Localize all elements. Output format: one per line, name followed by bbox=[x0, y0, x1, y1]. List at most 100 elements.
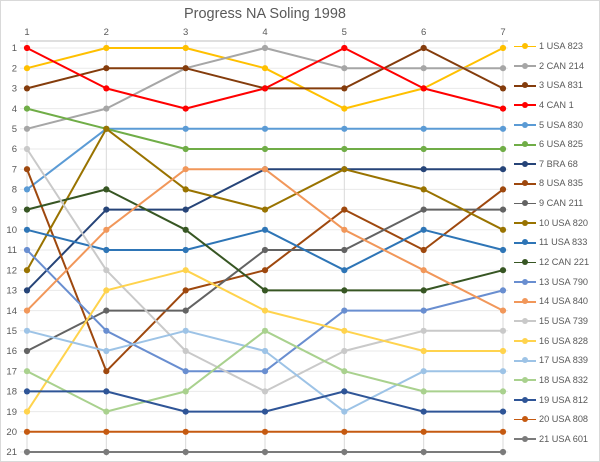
data-point-1-usa-823-race-1[interactable] bbox=[23, 65, 31, 72]
legend-item-10-usa-820[interactable]: 10 USA 820 bbox=[514, 218, 598, 228]
data-point-20-usa-808-race-7[interactable] bbox=[499, 428, 507, 435]
data-point-20-usa-808-race-1[interactable] bbox=[23, 428, 31, 435]
data-point-14-usa-840-race-6[interactable] bbox=[420, 267, 427, 274]
data-point-17-usa-839-race-2[interactable] bbox=[103, 347, 110, 355]
data-point-19-usa-812-race-2[interactable] bbox=[103, 388, 110, 395]
data-point-14-usa-840-race-4[interactable] bbox=[261, 166, 269, 173]
data-point-9-can-211-race-1[interactable] bbox=[23, 347, 31, 355]
data-point-11-usa-833-race-6[interactable] bbox=[420, 226, 427, 233]
data-point-1-usa-823-race-3[interactable] bbox=[182, 44, 189, 52]
data-point-21-usa-601-race-4[interactable] bbox=[261, 448, 269, 456]
data-point-16-usa-828-race-4[interactable] bbox=[261, 307, 269, 314]
data-point-9-can-211-race-3[interactable] bbox=[182, 307, 189, 314]
data-point-14-usa-840-race-3[interactable] bbox=[182, 166, 189, 173]
legend-item-18-usa-832[interactable]: 18 USA 832 bbox=[514, 375, 598, 385]
data-point-2-can-214-race-5[interactable] bbox=[341, 65, 348, 72]
data-point-9-can-211-race-2[interactable] bbox=[103, 307, 110, 314]
legend-item-1-usa-823[interactable]: 1 USA 823 bbox=[514, 41, 598, 51]
data-point-4-can-1-race-6[interactable] bbox=[420, 85, 427, 92]
data-point-10-usa-820-race-2[interactable] bbox=[103, 125, 110, 132]
data-point-11-usa-833-race-5[interactable] bbox=[341, 267, 348, 274]
data-point-19-usa-812-race-1[interactable] bbox=[23, 388, 31, 395]
data-point-5-usa-830-race-3[interactable] bbox=[182, 125, 189, 132]
legend-item-15-usa-739[interactable]: 15 USA 739 bbox=[514, 316, 598, 326]
data-point-16-usa-828-race-5[interactable] bbox=[341, 327, 348, 334]
data-point-17-usa-839-race-1[interactable] bbox=[23, 327, 31, 334]
data-point-15-usa-739-race-3[interactable] bbox=[182, 347, 189, 355]
legend-item-21-usa-601[interactable]: 21 USA 601 bbox=[514, 434, 598, 444]
legend-item-17-usa-839[interactable]: 17 USA 839 bbox=[514, 355, 598, 365]
data-point-16-usa-828-race-1[interactable] bbox=[23, 408, 31, 415]
data-point-18-usa-832-race-5[interactable] bbox=[341, 368, 348, 375]
data-point-11-usa-833-race-4[interactable] bbox=[261, 226, 269, 233]
data-point-18-usa-832-race-7[interactable] bbox=[499, 388, 507, 395]
data-point-15-usa-739-race-7[interactable] bbox=[499, 327, 507, 334]
data-point-21-usa-601-race-6[interactable] bbox=[420, 448, 427, 456]
data-point-15-usa-739-race-5[interactable] bbox=[341, 347, 348, 355]
data-point-12-can-221-race-5[interactable] bbox=[341, 287, 348, 294]
data-point-20-usa-808-race-5[interactable] bbox=[341, 428, 348, 435]
data-point-18-usa-832-race-1[interactable] bbox=[23, 368, 31, 375]
data-point-10-usa-820-race-6[interactable] bbox=[420, 186, 427, 193]
data-point-1-usa-823-race-4[interactable] bbox=[261, 65, 269, 72]
data-point-11-usa-833-race-2[interactable] bbox=[103, 246, 110, 254]
data-point-6-usa-825-race-7[interactable] bbox=[499, 145, 507, 153]
data-point-7-bra-68-race-6[interactable] bbox=[420, 166, 427, 173]
legend-item-4-can-1[interactable]: 4 CAN 1 bbox=[514, 100, 598, 110]
data-point-8-usa-835-race-5[interactable] bbox=[341, 206, 348, 213]
data-point-12-can-221-race-2[interactable] bbox=[103, 186, 110, 193]
data-point-14-usa-840-race-7[interactable] bbox=[499, 307, 507, 314]
data-point-4-can-1-race-4[interactable] bbox=[261, 85, 269, 92]
data-point-15-usa-739-race-2[interactable] bbox=[103, 267, 110, 274]
data-point-21-usa-601-race-5[interactable] bbox=[341, 448, 348, 456]
data-point-17-usa-839-race-7[interactable] bbox=[499, 368, 507, 375]
data-point-16-usa-828-race-2[interactable] bbox=[103, 287, 110, 294]
data-point-9-can-211-race-5[interactable] bbox=[341, 246, 348, 254]
data-point-6-usa-825-race-6[interactable] bbox=[420, 145, 427, 153]
legend-item-8-usa-835[interactable]: 8 USA 835 bbox=[514, 178, 598, 188]
data-point-19-usa-812-race-7[interactable] bbox=[499, 408, 507, 415]
data-point-9-can-211-race-6[interactable] bbox=[420, 206, 427, 213]
data-point-11-usa-833-race-3[interactable] bbox=[182, 246, 189, 254]
data-point-17-usa-839-race-6[interactable] bbox=[420, 368, 427, 375]
data-point-14-usa-840-race-2[interactable] bbox=[103, 226, 110, 233]
data-point-8-usa-835-race-2[interactable] bbox=[103, 368, 110, 375]
data-point-19-usa-812-race-4[interactable] bbox=[261, 408, 269, 415]
data-point-9-can-211-race-7[interactable] bbox=[499, 206, 507, 213]
data-point-18-usa-832-race-4[interactable] bbox=[261, 327, 269, 334]
legend-item-16-usa-828[interactable]: 16 USA 828 bbox=[514, 336, 598, 346]
data-point-2-can-214-race-2[interactable] bbox=[103, 105, 110, 112]
data-point-15-usa-739-race-4[interactable] bbox=[261, 388, 269, 395]
data-point-5-usa-830-race-6[interactable] bbox=[420, 125, 427, 132]
data-point-7-bra-68-race-3[interactable] bbox=[182, 206, 189, 213]
data-point-2-can-214-race-6[interactable] bbox=[420, 65, 427, 72]
legend-item-20-usa-808[interactable]: 20 USA 808 bbox=[514, 414, 598, 424]
data-point-8-usa-835-race-4[interactable] bbox=[261, 267, 269, 274]
data-point-12-can-221-race-3[interactable] bbox=[182, 226, 189, 233]
data-point-10-usa-820-race-3[interactable] bbox=[182, 186, 189, 193]
data-point-14-usa-840-race-1[interactable] bbox=[23, 307, 31, 314]
data-point-17-usa-839-race-4[interactable] bbox=[261, 347, 269, 355]
legend-item-5-usa-830[interactable]: 5 USA 830 bbox=[514, 120, 598, 130]
data-point-18-usa-832-race-2[interactable] bbox=[103, 408, 110, 415]
data-point-15-usa-739-race-1[interactable] bbox=[23, 145, 31, 153]
data-point-12-can-221-race-4[interactable] bbox=[261, 287, 269, 294]
data-point-3-usa-831-race-2[interactable] bbox=[103, 65, 110, 72]
data-point-10-usa-820-race-1[interactable] bbox=[23, 267, 31, 274]
data-point-21-usa-601-race-2[interactable] bbox=[103, 448, 110, 456]
legend-item-11-usa-833[interactable]: 11 USA 833 bbox=[514, 237, 598, 247]
data-point-17-usa-839-race-3[interactable] bbox=[182, 327, 189, 334]
data-point-19-usa-812-race-5[interactable] bbox=[341, 388, 348, 395]
data-point-10-usa-820-race-7[interactable] bbox=[499, 226, 507, 233]
data-point-20-usa-808-race-2[interactable] bbox=[103, 428, 110, 435]
data-point-10-usa-820-race-5[interactable] bbox=[341, 166, 348, 173]
data-point-19-usa-812-race-3[interactable] bbox=[182, 408, 189, 415]
data-point-6-usa-825-race-4[interactable] bbox=[261, 145, 269, 153]
data-point-19-usa-812-race-6[interactable] bbox=[420, 408, 427, 415]
data-point-11-usa-833-race-1[interactable] bbox=[23, 226, 31, 233]
data-point-6-usa-825-race-5[interactable] bbox=[341, 145, 348, 153]
data-point-5-usa-830-race-5[interactable] bbox=[341, 125, 348, 132]
data-point-13-usa-790-race-3[interactable] bbox=[182, 368, 189, 375]
data-point-13-usa-790-race-1[interactable] bbox=[23, 246, 31, 254]
data-point-4-can-1-race-3[interactable] bbox=[182, 105, 189, 112]
